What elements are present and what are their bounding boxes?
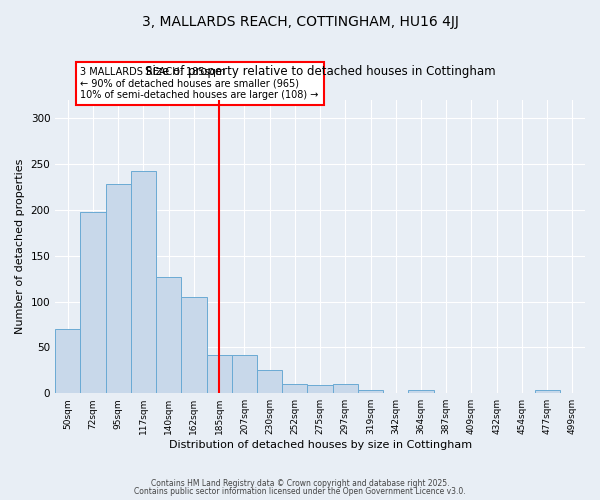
Bar	[206, 354, 232, 393]
X-axis label: Distribution of detached houses by size in Cottingham: Distribution of detached houses by size …	[169, 440, 472, 450]
Bar	[307, 385, 332, 393]
Bar	[55, 329, 80, 393]
Bar	[106, 184, 131, 393]
Text: Contains HM Land Registry data © Crown copyright and database right 2025.: Contains HM Land Registry data © Crown c…	[151, 478, 449, 488]
Title: Size of property relative to detached houses in Cottingham: Size of property relative to detached ho…	[145, 65, 496, 78]
Bar	[409, 390, 434, 393]
Y-axis label: Number of detached properties: Number of detached properties	[15, 159, 25, 334]
Bar	[535, 390, 560, 393]
Bar	[282, 384, 307, 393]
Text: Contains public sector information licensed under the Open Government Licence v3: Contains public sector information licen…	[134, 487, 466, 496]
Bar	[131, 172, 156, 393]
Bar	[156, 277, 181, 393]
Bar	[257, 370, 282, 393]
Text: 3 MALLARDS REACH: 185sqm
← 90% of detached houses are smaller (965)
10% of semi-: 3 MALLARDS REACH: 185sqm ← 90% of detach…	[80, 67, 319, 100]
Text: 3, MALLARDS REACH, COTTINGHAM, HU16 4JJ: 3, MALLARDS REACH, COTTINGHAM, HU16 4JJ	[142, 15, 458, 29]
Bar	[332, 384, 358, 393]
Bar	[80, 212, 106, 393]
Bar	[358, 390, 383, 393]
Bar	[232, 354, 257, 393]
Bar	[181, 297, 206, 393]
